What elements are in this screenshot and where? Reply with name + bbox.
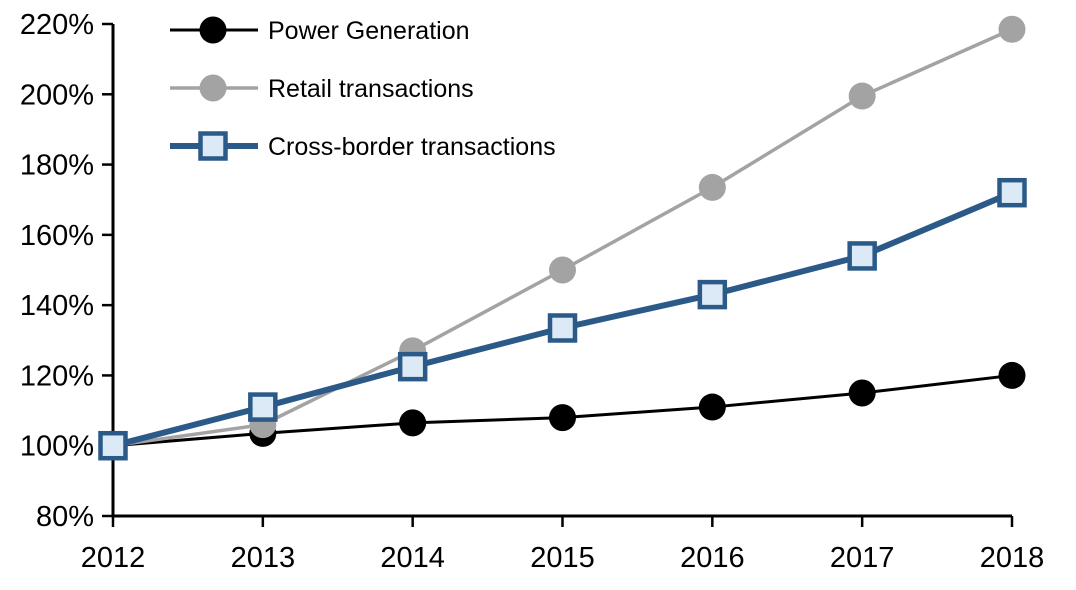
- legend-label-power-generation: Power Generation: [268, 17, 470, 45]
- y-axis-tick-label: 180%: [20, 150, 94, 182]
- marker-retail-transactions-2018: [998, 15, 1026, 43]
- legend-marker-retail-transactions: [199, 74, 227, 102]
- marker-cross-border-transactions-2016: [697, 279, 728, 310]
- series-line-retail-transactions: [112, 27, 1013, 448]
- x-axis-tick-label: 2016: [680, 542, 745, 574]
- marker-power-generation-2016: [698, 393, 726, 421]
- y-axis-tick-label: 100%: [20, 431, 94, 463]
- marker-power-generation-2018: [998, 361, 1026, 389]
- x-axis-tick-label: 2015: [530, 542, 595, 574]
- x-axis-tick-label: 2017: [830, 542, 895, 574]
- marker-cross-border-transactions-2013: [248, 392, 278, 422]
- x-axis-tick-label: 2018: [980, 542, 1045, 574]
- x-axis-tick-label: 2012: [81, 542, 146, 574]
- marker-cross-border-transactions-2012: [98, 430, 128, 461]
- legend-marker-power-generation: [199, 16, 227, 44]
- marker-cross-border-transactions-2015: [547, 313, 578, 343]
- legend-marker-cross-border-transactions: [198, 131, 228, 161]
- y-axis-tick-label: 140%: [20, 290, 94, 322]
- marker-retail-transactions-2016: [698, 173, 726, 201]
- y-axis-tick-label: 120%: [20, 360, 94, 392]
- marker-cross-border-transactions-2018: [997, 177, 1027, 208]
- legend-label-retail-transactions: Retail transactions: [268, 75, 474, 103]
- marker-power-generation-2015: [549, 404, 576, 432]
- y-axis-tick-label: 80%: [36, 501, 94, 533]
- x-axis-tick-label: 2014: [380, 542, 445, 574]
- y-axis-tick-label: 200%: [20, 79, 94, 111]
- marker-retail-transactions-2015: [549, 256, 576, 284]
- marker-retail-transactions-2017: [848, 82, 876, 110]
- y-axis-tick-label: 160%: [20, 220, 94, 252]
- marker-cross-border-transactions-2014: [397, 351, 428, 382]
- marker-power-generation-2014: [399, 409, 427, 437]
- marker-power-generation-2017: [848, 379, 876, 407]
- y-axis-tick-label: 220%: [20, 9, 94, 41]
- legend-label-cross-border-transactions: Cross-border transactions: [268, 133, 556, 161]
- x-axis-tick-label: 2013: [231, 542, 296, 574]
- marker-cross-border-transactions-2017: [847, 241, 877, 271]
